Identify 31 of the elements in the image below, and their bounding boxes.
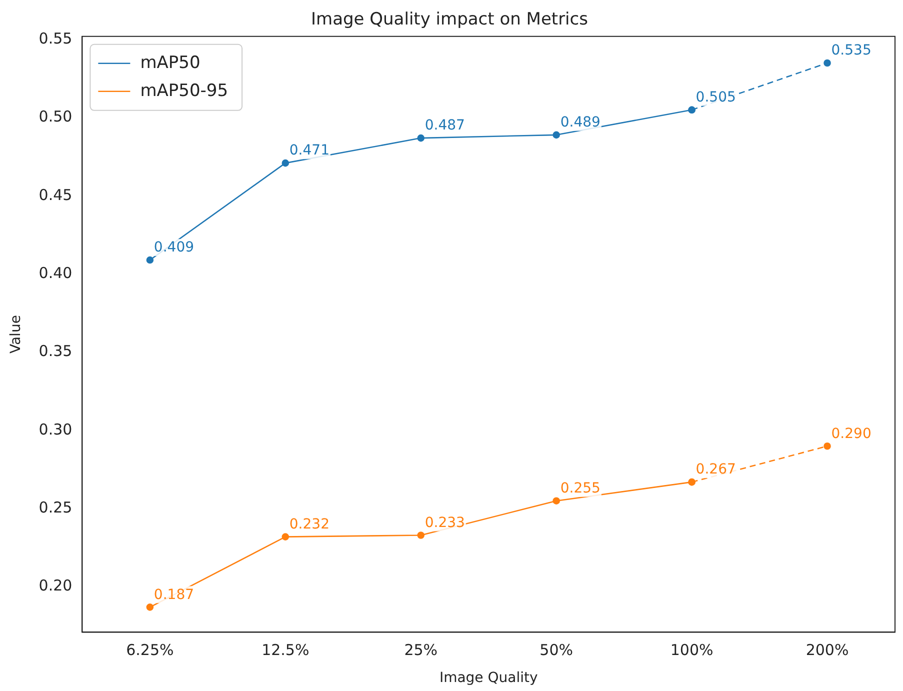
- data-label: 0.487: [424, 118, 465, 134]
- x-axis-title: Image Quality: [439, 670, 538, 686]
- x-tick-label: 100%: [670, 641, 714, 660]
- y-tick-label: 0.45: [38, 186, 72, 204]
- data-label: 0.471: [289, 142, 330, 159]
- chart-title: Image Quality impact on Metrics: [311, 10, 588, 30]
- data-label: 0.187: [154, 586, 194, 603]
- y-tick-label: 0.50: [38, 108, 72, 126]
- data-label: 0.233: [424, 514, 465, 531]
- data-label: 0.535: [831, 42, 872, 59]
- legend-label: mAP50-95: [140, 80, 228, 101]
- data-label: 0.290: [831, 426, 872, 442]
- data-label: 0.489: [560, 114, 600, 131]
- x-tick-label: 12.5%: [262, 641, 310, 660]
- data-label: 0.267: [696, 462, 736, 478]
- y-tick-label: 0.35: [38, 342, 72, 360]
- y-axis-title: Value: [8, 315, 24, 354]
- y-tick-label: 0.30: [38, 420, 72, 438]
- y-tick-label: 0.40: [38, 264, 72, 282]
- y-tick-label: 0.55: [38, 29, 72, 48]
- data-label: 0.232: [289, 516, 330, 532]
- y-tick-label: 0.20: [38, 576, 72, 595]
- data-label: 0.409: [154, 240, 194, 256]
- x-tick-label: 25%: [404, 641, 438, 660]
- data-label: 0.505: [696, 90, 736, 106]
- x-tick-label: 50%: [540, 641, 574, 660]
- y-tick-label: 0.25: [38, 498, 72, 517]
- data-label: 0.255: [560, 480, 600, 496]
- legend-label: mAP50: [140, 52, 200, 73]
- x-tick-label: 200%: [806, 641, 849, 660]
- x-tick-label: 6.25%: [126, 641, 174, 660]
